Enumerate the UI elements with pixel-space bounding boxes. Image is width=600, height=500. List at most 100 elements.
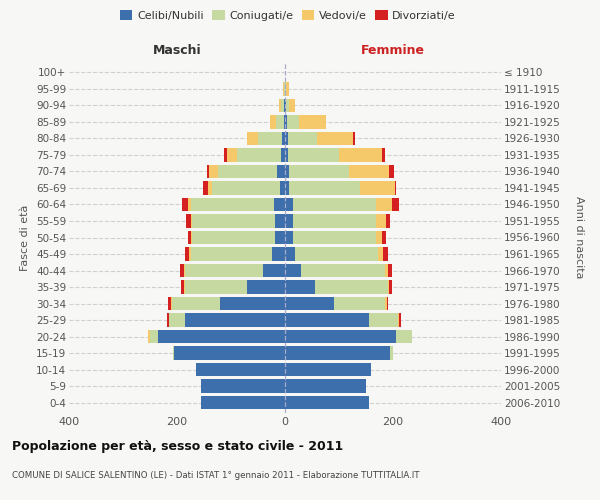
Bar <box>212 182 280 194</box>
Bar <box>382 231 386 244</box>
Bar <box>283 132 285 145</box>
Bar <box>184 264 185 277</box>
Bar <box>285 182 289 194</box>
Bar <box>287 116 299 128</box>
Bar <box>385 264 388 277</box>
Bar <box>284 82 285 96</box>
Bar <box>353 132 355 145</box>
Bar <box>285 248 295 260</box>
Bar <box>396 330 412 343</box>
Bar <box>379 248 383 260</box>
Bar <box>334 297 385 310</box>
Bar <box>167 314 169 326</box>
Bar <box>392 198 399 211</box>
Bar <box>339 148 382 162</box>
Bar <box>293 214 376 228</box>
Bar <box>271 116 276 128</box>
Bar <box>180 264 184 277</box>
Text: Femmine: Femmine <box>361 44 425 57</box>
Bar <box>191 248 271 260</box>
Y-axis label: Anni di nascita: Anni di nascita <box>574 196 584 278</box>
Bar <box>247 132 258 145</box>
Bar <box>293 231 376 244</box>
Bar <box>220 297 285 310</box>
Bar <box>271 248 285 260</box>
Bar <box>286 99 289 112</box>
Bar <box>168 297 170 310</box>
Bar <box>247 280 285 293</box>
Bar <box>278 99 281 112</box>
Bar <box>208 182 212 194</box>
Bar <box>386 297 388 310</box>
Bar <box>289 99 295 112</box>
Bar <box>275 214 285 228</box>
Bar <box>285 363 371 376</box>
Bar <box>274 198 285 211</box>
Bar <box>186 214 191 228</box>
Bar <box>317 132 353 145</box>
Bar <box>170 297 172 310</box>
Bar <box>285 380 366 392</box>
Bar <box>196 363 285 376</box>
Bar <box>285 314 368 326</box>
Y-axis label: Fasce di età: Fasce di età <box>20 204 31 270</box>
Bar <box>206 165 209 178</box>
Bar <box>289 182 359 194</box>
Bar <box>285 264 301 277</box>
Bar <box>368 314 398 326</box>
Bar <box>359 182 395 194</box>
Bar <box>289 165 349 178</box>
Bar <box>285 330 396 343</box>
Bar <box>349 165 389 178</box>
Bar <box>388 280 389 293</box>
Text: COMUNE DI SALICE SALENTINO (LE) - Dati ISTAT 1° gennaio 2011 - Elaborazione TUTT: COMUNE DI SALICE SALENTINO (LE) - Dati I… <box>12 470 419 480</box>
Bar <box>158 330 285 343</box>
Bar <box>285 214 293 228</box>
Bar <box>314 280 388 293</box>
Bar <box>184 280 185 293</box>
Bar <box>202 380 285 392</box>
Bar <box>185 280 247 293</box>
Bar <box>285 99 286 112</box>
Text: Maschi: Maschi <box>152 44 202 57</box>
Bar <box>285 148 288 162</box>
Bar <box>185 264 263 277</box>
Bar <box>395 182 396 194</box>
Bar <box>376 198 392 211</box>
Bar <box>190 214 191 228</box>
Bar <box>172 297 220 310</box>
Bar <box>190 231 191 244</box>
Bar <box>280 182 285 194</box>
Bar <box>286 82 289 96</box>
Bar <box>169 314 185 326</box>
Bar <box>202 396 285 409</box>
Bar <box>185 314 285 326</box>
Bar <box>281 148 285 162</box>
Bar <box>191 214 275 228</box>
Bar <box>285 116 287 128</box>
Bar <box>150 330 158 343</box>
Bar <box>288 132 317 145</box>
Bar <box>181 280 184 293</box>
Bar <box>276 116 284 128</box>
Bar <box>285 297 334 310</box>
Bar <box>285 82 286 96</box>
Bar <box>258 132 283 145</box>
Bar <box>299 116 325 128</box>
Bar <box>382 148 385 162</box>
Bar <box>400 314 401 326</box>
Bar <box>376 231 382 244</box>
Bar <box>398 314 400 326</box>
Bar <box>191 198 274 211</box>
Bar <box>263 264 285 277</box>
Bar <box>191 231 275 244</box>
Bar <box>283 82 284 96</box>
Bar <box>285 346 391 360</box>
Bar <box>391 346 393 360</box>
Bar <box>217 165 277 178</box>
Bar <box>275 231 285 244</box>
Bar <box>224 148 227 162</box>
Bar <box>389 165 394 178</box>
Bar <box>376 214 386 228</box>
Bar <box>295 248 379 260</box>
